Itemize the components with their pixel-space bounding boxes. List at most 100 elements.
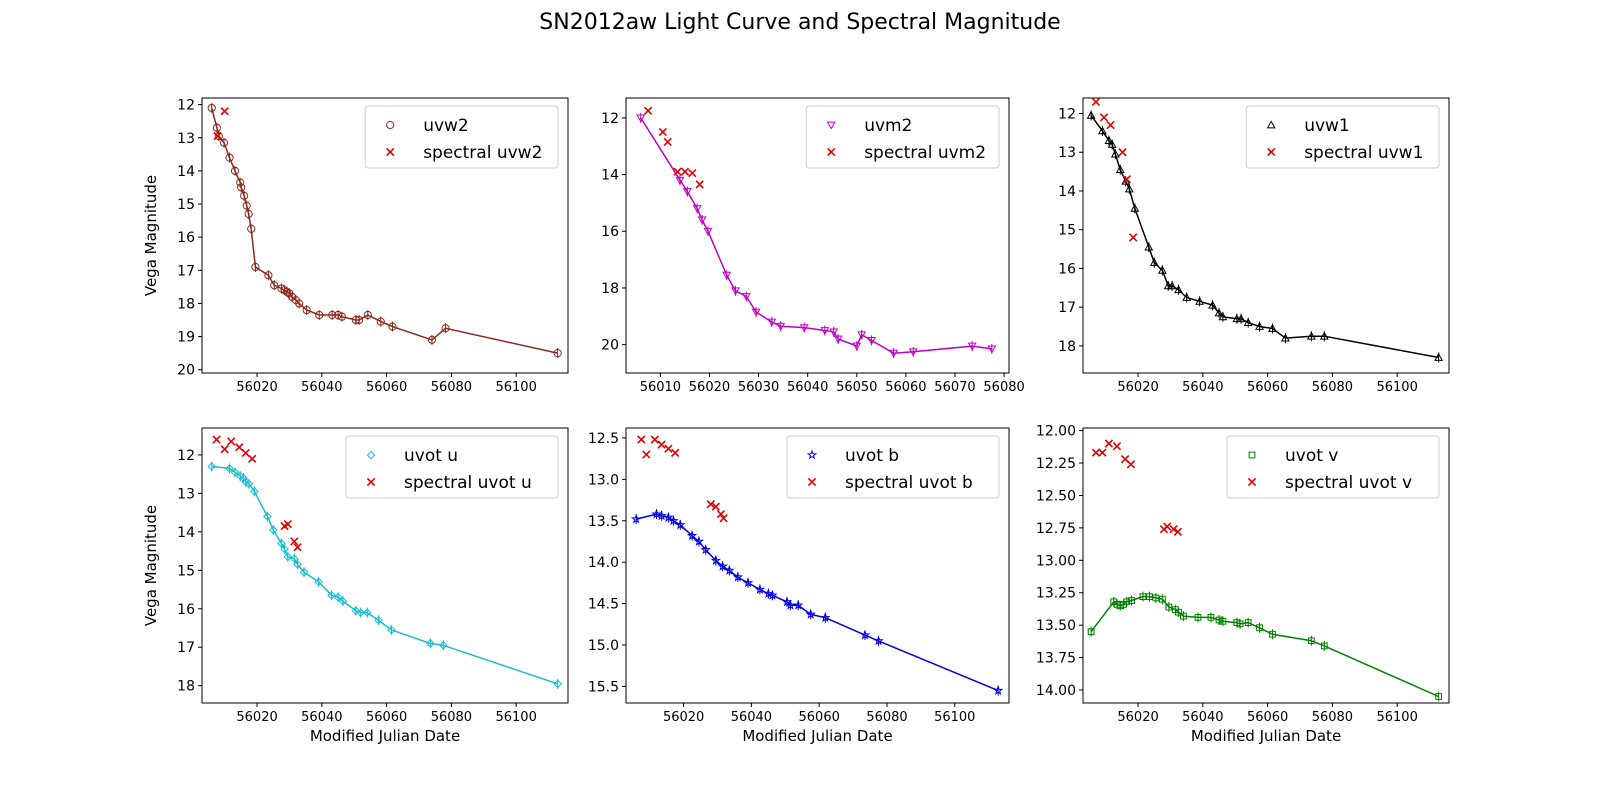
data-point — [263, 512, 272, 521]
data-point — [693, 536, 705, 546]
y-tick-label: 17 — [177, 640, 195, 656]
data-point — [663, 512, 674, 522]
data-point — [833, 335, 843, 344]
series-photometry — [207, 102, 562, 359]
data-point — [207, 462, 217, 471]
data-point — [387, 625, 396, 635]
data-point — [207, 103, 216, 113]
x-tick-label: 56020 — [236, 710, 277, 725]
data-point — [354, 315, 364, 325]
y-tick-label: 13 — [1058, 145, 1076, 161]
data-point — [1107, 139, 1117, 148]
data-point — [724, 565, 735, 575]
y-tick-label: 16 — [177, 602, 195, 618]
data-point — [295, 299, 304, 308]
y-tick-label: 13.5 — [588, 514, 619, 530]
x-tick-label: 56080 — [866, 710, 907, 725]
data-point — [663, 137, 672, 147]
legend-label: uvw2 — [423, 116, 469, 136]
x-tick-label: 56060 — [799, 710, 840, 725]
legend-marker — [806, 449, 818, 460]
chart-panel-3: 56020 56040 56060 56080 56100 12 13 14 15 16 17 18 M… — [142, 427, 569, 745]
legend-box — [1245, 105, 1440, 169]
data-point — [1163, 522, 1172, 531]
plot-frame — [201, 427, 569, 704]
y-axis-label: Vega Magnitude — [142, 505, 160, 626]
data-point — [763, 588, 774, 599]
data-point — [859, 629, 871, 640]
data-point — [1118, 148, 1127, 157]
legend-marker — [366, 450, 376, 460]
data-point — [333, 592, 343, 602]
data-point — [1180, 612, 1187, 620]
legend-marker — [1266, 120, 1276, 129]
data-point — [1104, 439, 1114, 448]
chart-panel-4: 56020 56040 56060 56080 56100 12.5 13.0 13.5 14.… — [588, 427, 1010, 745]
data-point — [1091, 448, 1101, 457]
plot-frame — [1082, 427, 1450, 704]
data-point — [1146, 593, 1153, 601]
x-tick-label: 56050 — [836, 380, 877, 395]
data-point — [1087, 628, 1095, 636]
data-point — [1126, 460, 1136, 469]
y-tick-label: 18 — [177, 679, 195, 695]
data-point — [1434, 352, 1444, 361]
data-point — [293, 560, 302, 569]
x-tick-label: 56040 — [731, 710, 772, 725]
data-point — [1214, 308, 1224, 317]
data-point — [225, 153, 234, 162]
x-tick-label: 56020 — [689, 380, 730, 395]
plot-frame — [201, 97, 569, 374]
y-tick-label: 12 — [1058, 106, 1076, 122]
legend-box — [805, 105, 1000, 169]
data-point — [1099, 113, 1109, 122]
data-point — [290, 554, 299, 564]
legend-marker — [807, 477, 817, 487]
data-point — [1173, 527, 1183, 536]
legend-marker — [1247, 477, 1257, 487]
series-spectral — [637, 435, 728, 523]
data-point — [1086, 110, 1096, 119]
data-point — [967, 342, 977, 351]
data-point — [670, 448, 680, 458]
y-tick-label: 18 — [177, 296, 195, 312]
data-point — [1435, 693, 1443, 700]
data-point — [282, 287, 291, 296]
data-point — [1115, 165, 1125, 174]
plot-frame — [1082, 97, 1450, 374]
data-point — [314, 577, 323, 587]
data-point — [1236, 314, 1246, 323]
data-point — [1124, 184, 1134, 193]
x-tick-label: 56020 — [1117, 710, 1158, 725]
y-tick-label: 14.0 — [588, 555, 619, 571]
y-tick-label: 20 — [601, 338, 619, 354]
legend-marker — [386, 120, 395, 130]
data-point — [1152, 594, 1160, 602]
data-point — [1167, 281, 1177, 290]
data-point — [820, 612, 831, 623]
series-photometry — [207, 461, 562, 689]
data-point — [338, 596, 348, 606]
y-tick-label: 15 — [177, 563, 195, 579]
data-point — [237, 183, 246, 192]
data-point — [244, 209, 253, 219]
chart-panel-0: 56020 56040 56060 56080 56100 12 13 14 15 16 17 18 1… — [142, 97, 569, 395]
data-point — [553, 349, 562, 358]
legend: uvot v spectral uvot v — [1226, 435, 1440, 499]
data-point — [299, 567, 309, 577]
y-tick-label: 13.00 — [1036, 553, 1076, 569]
x-tick-label: 56030 — [738, 380, 779, 395]
data-point — [1208, 300, 1218, 309]
y-tick-label: 12.5 — [588, 431, 619, 447]
x-tick-label: 56100 — [1376, 380, 1417, 395]
data-point — [732, 571, 744, 582]
y-axis-label: Vega Magnitude — [142, 175, 160, 296]
data-point — [553, 679, 562, 689]
data-point — [1169, 525, 1178, 534]
data-point — [1194, 614, 1202, 621]
data-point — [351, 606, 361, 615]
data-point — [673, 167, 682, 176]
x-tick-label: 56060 — [366, 380, 407, 395]
plot-frame — [625, 97, 1010, 374]
data-point — [706, 500, 715, 509]
